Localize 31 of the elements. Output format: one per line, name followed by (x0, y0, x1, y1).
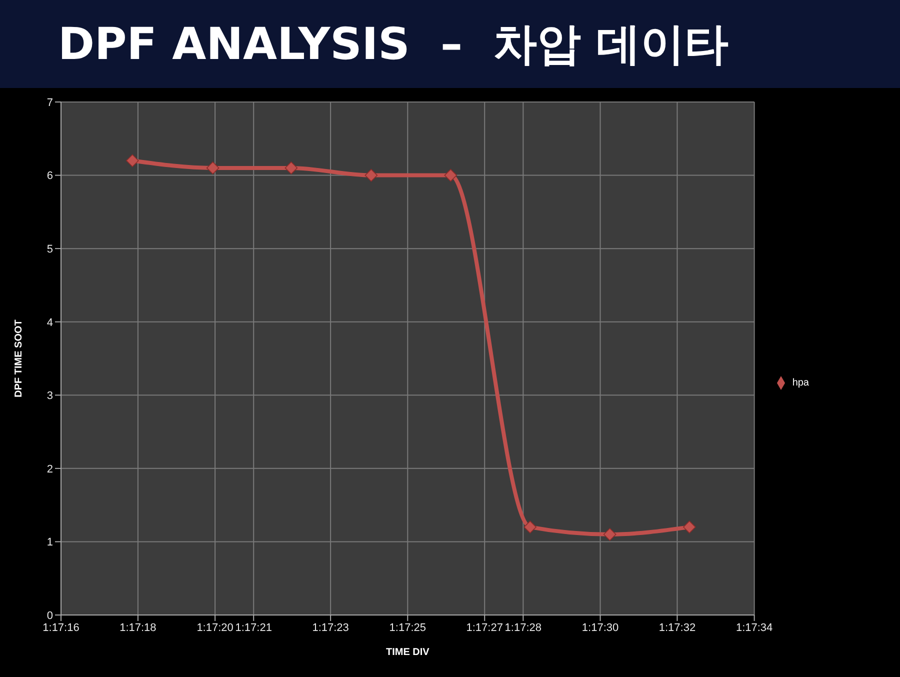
x-tick-label: 1:17:27 (466, 622, 503, 634)
x-tick-label: 1:17:23 (312, 622, 349, 634)
point (206, 162, 220, 174)
point (683, 520, 696, 534)
point (603, 528, 616, 541)
x-axis-title: TIME DIV (386, 647, 430, 658)
x-tick-label: 1:17:28 (504, 622, 542, 634)
y-axis-title: DPF TIME SOOT (14, 320, 25, 398)
x-tick-label: 1:17:21 (235, 622, 272, 634)
point (364, 168, 378, 182)
point (444, 168, 458, 182)
x-tick-label: 1:17:30 (582, 622, 619, 634)
point (126, 154, 139, 168)
x-tick-label: 1:17:18 (120, 622, 156, 634)
y-tick-label: 4 (46, 316, 53, 329)
x-tick-label: 1:17:25 (389, 622, 426, 634)
legend-label: hpa (792, 377, 809, 388)
x-tick-label: 1:17:34 (736, 622, 773, 634)
y-tick-label: 7 (46, 96, 53, 109)
x-tick-label: 1:17:16 (42, 622, 80, 634)
y-tick-label: 5 (46, 243, 53, 256)
y-tick-label: 2 (46, 463, 53, 476)
point (284, 162, 298, 174)
x-tick-label: 1:17:20 (196, 622, 234, 634)
y-tick-label: 1 (46, 536, 53, 549)
y-tick-label: 3 (46, 390, 53, 402)
y-tick-label: 0 (46, 610, 53, 622)
point (524, 520, 536, 534)
y-tick-label: 6 (46, 170, 53, 182)
x-tick-label: 1:17:32 (658, 622, 696, 634)
chart-title: DPF ANALYSIS – 차압 데이타 (0, 0, 900, 88)
